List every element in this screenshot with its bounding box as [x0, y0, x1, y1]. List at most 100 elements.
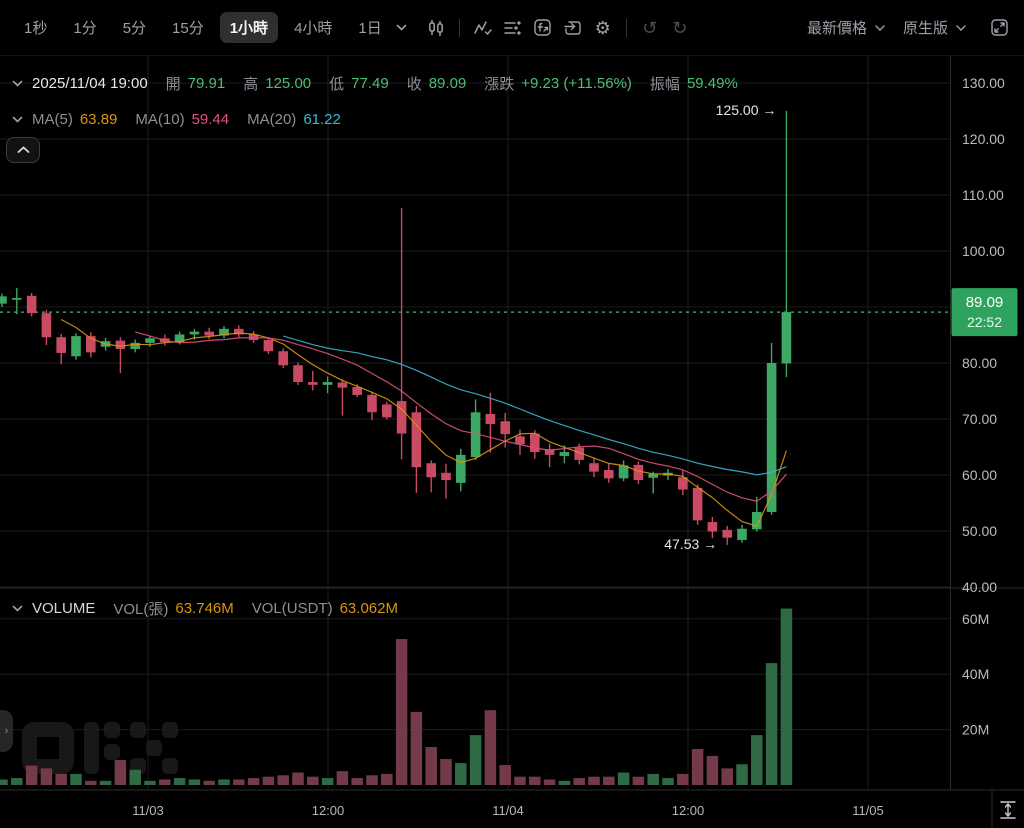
ma20-label: MA(20) [247, 111, 297, 128]
collapse-volume-chevron-icon[interactable] [12, 605, 23, 612]
volume-bar [203, 780, 215, 785]
candle-body [604, 469, 614, 479]
volume-axis-label[interactable]: 40M [962, 666, 989, 682]
volume-bar [736, 764, 748, 785]
candle-body [293, 365, 303, 383]
timeframe-button-5[interactable]: 4小時 [294, 20, 333, 37]
candle-body [737, 528, 747, 540]
volume-bar [691, 748, 704, 785]
timeframe-button-1[interactable]: 1分 [73, 20, 97, 37]
toolbar-right-group: 最新價格 原生版 [807, 13, 1014, 43]
volume-bar [351, 778, 363, 785]
volume-bar [307, 776, 319, 785]
time-axis-label: 12:00 [312, 803, 345, 818]
replay-icon[interactable] [558, 13, 588, 43]
candle-body [707, 522, 718, 532]
ma-line-10 [135, 331, 787, 502]
redo-icon[interactable]: ↻ [665, 13, 695, 43]
candle-body [574, 447, 584, 460]
volume-bar [573, 778, 585, 785]
price-axis-label[interactable]: 70.00 [962, 411, 997, 427]
candle-body [752, 511, 762, 530]
candle-body [781, 312, 792, 364]
ma20-value: 61.22 [303, 111, 341, 128]
timeframe-button-4[interactable]: 1小時 [219, 12, 279, 43]
volume-bar [129, 769, 141, 785]
price-axis-label[interactable]: 110.00 [962, 187, 1004, 203]
time-scale-reset-icon[interactable] [1000, 801, 1016, 819]
price-axis-label[interactable]: 120.00 [962, 131, 1005, 147]
volume-bar [706, 755, 719, 785]
candle-body [544, 449, 555, 455]
candle-body [559, 452, 570, 456]
price-axis-label[interactable]: 100.00 [962, 243, 1005, 259]
volume-bar [159, 779, 171, 785]
candle-body [234, 328, 244, 335]
high-label: 高 [243, 76, 259, 93]
price-mode-label: 最新價格 [806, 20, 867, 37]
timeframe-button-3[interactable]: 15分 [172, 20, 204, 37]
last-price-tag [951, 288, 1018, 337]
volume-bar [247, 778, 260, 785]
price-axis-label[interactable]: 40.00 [962, 579, 997, 595]
collapse-ma-chevron-icon[interactable] [12, 116, 23, 123]
candlestick-style-icon[interactable] [421, 13, 451, 43]
volume-bar [765, 663, 778, 785]
candle-body [115, 340, 126, 349]
candle-body [633, 464, 644, 481]
chevron-down-icon [956, 24, 966, 31]
candle-body [589, 463, 599, 472]
volume-bar [780, 608, 793, 785]
volume-bar [529, 776, 541, 785]
price-axis-label[interactable]: 130.00 [962, 75, 1005, 91]
side-panel-expander[interactable]: › [0, 710, 13, 752]
redo-glyph: ↻ [672, 17, 688, 38]
change-value: +9.23 (+11.56%) [521, 75, 632, 92]
chart-version-dropdown[interactable]: 原生版 [903, 17, 966, 38]
high-value: 125.00 [265, 75, 312, 92]
volume-bar [617, 772, 630, 785]
high-price-annotation: 125.00 → [716, 102, 777, 118]
collapse-legend-button[interactable] [6, 137, 40, 163]
volume-axis-label[interactable]: 60M [962, 611, 989, 627]
time-axis-label: 11/05 [852, 803, 884, 818]
candle-body [41, 313, 52, 338]
candle-body [485, 413, 496, 425]
volume-bar [144, 780, 156, 785]
close-value: 89.09 [428, 75, 467, 92]
candle-body [426, 463, 436, 478]
timeframe-more-dropdown[interactable] [392, 19, 417, 36]
candle-body [396, 401, 407, 434]
candle-body [278, 351, 288, 366]
volume-bar [381, 773, 393, 785]
fullscreen-expand-icon[interactable] [984, 13, 1014, 43]
volume-bar [262, 776, 275, 785]
open-label: 開 [165, 76, 181, 93]
candle-body [219, 328, 229, 336]
settings-gear-icon[interactable]: ⚙ [588, 13, 618, 43]
timeframe-button-0[interactable]: 1秒 [24, 20, 48, 37]
candle-body [648, 473, 658, 478]
price-mode-dropdown[interactable]: 最新價格 [807, 17, 885, 38]
toolbar-divider [458, 18, 460, 37]
indicators-icon[interactable] [468, 13, 498, 43]
undo-icon[interactable]: ↺ [635, 13, 665, 43]
candle-body [515, 436, 525, 445]
timeframe-button-2[interactable]: 5分 [122, 20, 147, 37]
volume-bar [721, 768, 733, 785]
ma-line-20 [283, 335, 787, 476]
formula-fx-icon[interactable] [528, 13, 558, 43]
change-label: 漲跌 [484, 76, 515, 93]
price-axis-label[interactable]: 80.00 [962, 355, 997, 371]
volume-axis-label[interactable]: 20M [962, 722, 989, 738]
price-axis-label[interactable]: 50.00 [962, 523, 997, 539]
volume-bar [410, 711, 423, 785]
volume-bar [85, 780, 97, 785]
collapse-ohlc-chevron-icon[interactable] [12, 80, 23, 87]
volume-bar [484, 710, 497, 785]
timeframe-button-6[interactable]: 1日 [358, 20, 382, 37]
price-axis-label[interactable]: 60.00 [962, 467, 997, 483]
layout-list-icon[interactable] [498, 13, 528, 43]
vol-contracts-label: VOL(張) [113, 601, 169, 618]
